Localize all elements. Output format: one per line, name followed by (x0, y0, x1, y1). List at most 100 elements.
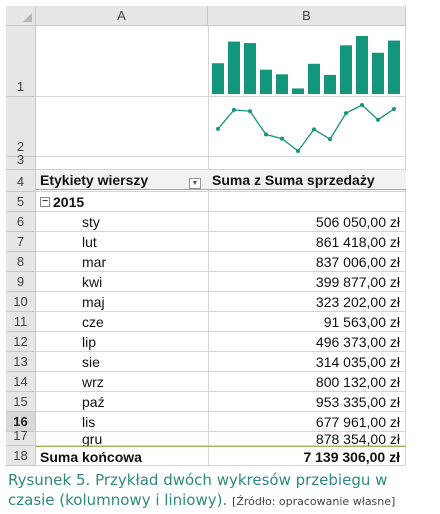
sparkline-line-point (248, 109, 252, 114)
month-label[interactable]: maj (82, 294, 105, 310)
grand-total-label[interactable]: Suma końcowa (36, 446, 208, 466)
month-value[interactable]: 837 006,00 zł (315, 254, 400, 270)
select-all-triangle-icon (23, 13, 32, 22)
sparkline-column-bar (372, 52, 384, 94)
sparkline-line-point (280, 136, 284, 141)
row-header-5[interactable]: 5 (6, 192, 36, 212)
column-header-a[interactable]: A (36, 6, 208, 26)
sparkline-line-point (296, 149, 300, 153)
row-gridline (36, 351, 406, 352)
sparkline-column-bar (228, 41, 240, 94)
month-value[interactable]: 399 877,00 zł (315, 274, 400, 290)
month-label[interactable]: kwi (82, 274, 103, 290)
year-label: 2015 (53, 194, 85, 210)
collapse-minus-icon[interactable]: − (40, 197, 50, 207)
grand-total-value[interactable]: 7 139 306,00 zł (208, 446, 406, 466)
month-label[interactable]: gru (82, 431, 103, 447)
row-header-7[interactable]: 7 (6, 232, 36, 252)
line-sparkline (216, 103, 396, 153)
row-header-8[interactable]: 8 (6, 252, 36, 272)
month-label[interactable]: cze (82, 314, 104, 330)
row-header-6[interactable]: 6 (6, 212, 36, 232)
row-gridline (36, 231, 406, 232)
month-value[interactable]: 91 563,00 zł (323, 314, 400, 330)
month-value[interactable]: 323 202,00 zł (315, 294, 400, 310)
column-gridline (208, 26, 209, 466)
sparkline-column-bar (388, 40, 400, 94)
sparkline-column-bar (324, 74, 336, 94)
row-header-1[interactable]: 1 (6, 26, 36, 97)
row-gridline (36, 391, 406, 392)
sparkline-column-bar (260, 69, 272, 94)
row-header-12[interactable]: 12 (6, 332, 36, 352)
spreadsheet-grid[interactable]: A B 1 2 3 4 5 6 7 8 9 10 11 12 13 14 15 16 17 18 Etykiety… (6, 6, 406, 466)
row-gridline (36, 431, 406, 432)
select-all-corner[interactable] (6, 6, 36, 26)
sparkline-line-point (216, 126, 220, 131)
pivot-row-labels-header[interactable]: Etykiety wierszy (36, 170, 208, 190)
sparkline-column-bar (212, 63, 224, 94)
month-label[interactable]: sie (82, 354, 100, 370)
sparkline-line-point (344, 111, 348, 116)
row-gridline (36, 311, 406, 312)
caption-source: [Źródło: opracowanie własne] (232, 495, 396, 508)
row-gridline (36, 271, 406, 272)
pivot-year-row[interactable]: − 2015 (36, 192, 208, 212)
row-header-3[interactable]: 3 (6, 152, 36, 170)
month-label[interactable]: sty (82, 214, 100, 230)
row-header-15[interactable]: 15 (6, 392, 36, 412)
sparkline-column-bar (276, 74, 288, 94)
sparkline-line-point (360, 103, 364, 107)
dropdown-filter-icon: ▼ (191, 180, 199, 187)
sparkline-column-bar (292, 88, 304, 94)
caption-main: Rysunek 5. Przykład dwóch wykresów przeb… (8, 471, 388, 509)
month-value[interactable]: 878 354,00 zł (315, 431, 400, 447)
month-label[interactable]: lut (82, 234, 97, 250)
sparkline-column-bar (356, 36, 368, 94)
month-value[interactable]: 800 132,00 zł (315, 374, 400, 390)
sparkline-column-bar (308, 63, 320, 94)
column-header-b[interactable]: B (208, 6, 406, 26)
month-value[interactable]: 677 961,00 zł (315, 414, 400, 430)
sparkline-line-point (376, 117, 380, 122)
row-gridline (36, 465, 406, 466)
pivot-value-header[interactable]: Suma z Suma sprzedaży (208, 170, 406, 190)
row-gridline (36, 169, 406, 170)
row-header-18[interactable]: 18 (6, 446, 36, 466)
row-gridline (36, 191, 406, 192)
month-value[interactable]: 314 035,00 zł (315, 354, 400, 370)
row-gridline (36, 96, 406, 97)
row-header-9[interactable]: 9 (6, 272, 36, 292)
row-gridline (36, 445, 406, 446)
month-label[interactable]: lip (82, 334, 97, 350)
sparkline-line-point (328, 137, 332, 142)
sparkline-line-point (232, 107, 236, 112)
month-value[interactable]: 496 373,00 zł (315, 334, 400, 350)
row-header-11[interactable]: 11 (6, 312, 36, 332)
row-gridline (36, 331, 406, 332)
row-header-2[interactable]: 2 (6, 97, 36, 157)
month-label[interactable]: wrz (82, 374, 104, 390)
month-value[interactable]: 506 050,00 zł (315, 214, 400, 230)
column-sparkline (212, 36, 400, 94)
row-header-17[interactable]: 17 (6, 428, 36, 446)
row-gridline (36, 251, 406, 252)
row-header-10[interactable]: 10 (6, 292, 36, 312)
row-header-14[interactable]: 14 (6, 372, 36, 392)
figure-caption: Rysunek 5. Przykład dwóch wykresów przeb… (8, 470, 438, 512)
month-label[interactable]: mar (82, 254, 107, 270)
month-value[interactable]: 953 335,00 zł (315, 394, 400, 410)
month-label[interactable]: lis (82, 414, 96, 430)
month-value[interactable]: 861 418,00 zł (315, 234, 400, 250)
row-gridline (36, 411, 406, 412)
row-gridline (36, 156, 406, 157)
sparkline-line-point (264, 132, 268, 137)
month-label[interactable]: paź (82, 394, 105, 410)
row-header-16[interactable]: 16 (6, 412, 36, 432)
row-header-13[interactable]: 13 (6, 352, 36, 372)
row-gridline (36, 371, 406, 372)
row-header-4[interactable]: 4 (6, 170, 36, 192)
sparkline-line-point (312, 127, 316, 132)
row-labels-text: Etykiety wierszy (40, 171, 149, 188)
row-labels-filter-button[interactable]: ▼ (189, 178, 201, 189)
